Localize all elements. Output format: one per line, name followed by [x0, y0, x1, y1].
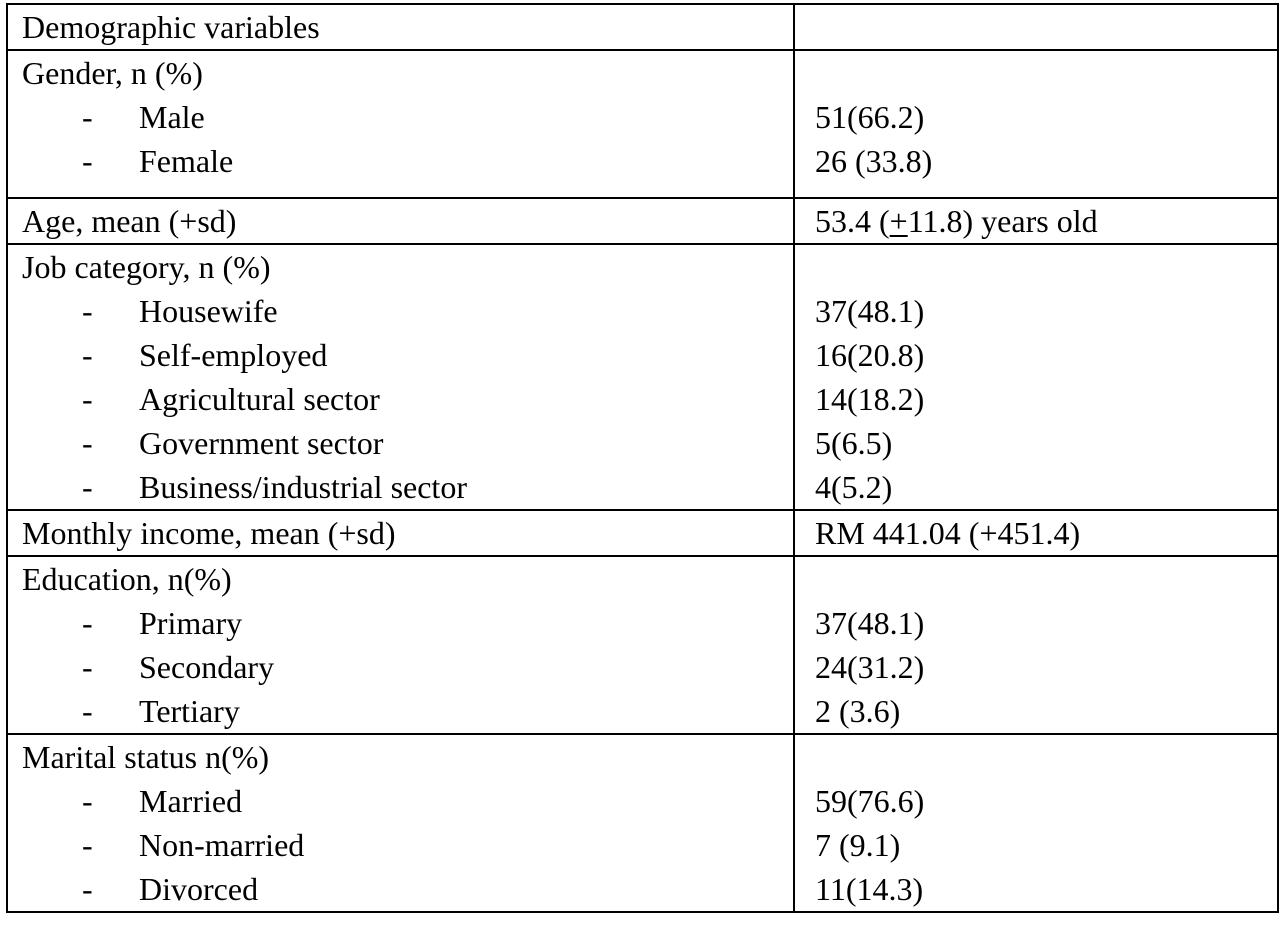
table-row-job: Job category, n (%) - Housewife - Self-e… [6, 243, 1279, 511]
education-item-label: Primary [139, 605, 243, 641]
table-row-marital: Marital status n(%) - Married - Non-marr… [6, 733, 1279, 913]
income-label: Monthly income, mean (+sd) [22, 515, 396, 551]
gender-label: Gender, n (%) [22, 55, 203, 91]
job-label: Job category, n (%) [22, 249, 271, 285]
job-value: 5(6.5) [815, 425, 893, 461]
table-row-education: Education, n(%) - Primary - Secondary - … [6, 555, 1279, 735]
age-value-prefix: 53.4 ( [815, 203, 890, 239]
table-row-header: Demographic variables [6, 3, 1279, 51]
header-value [815, 5, 1277, 49]
job-item-label: Self-employed [139, 337, 328, 373]
gender-item-female: - Female [22, 139, 793, 183]
education-value-cell: 37(48.1) 24(31.2) 2 (3.6) [793, 555, 1279, 735]
table-row-income: Monthly income, mean (+sd) RM 441.04 (+4… [6, 509, 1279, 557]
marital-label: Marital status n(%) [22, 739, 270, 775]
education-item-label: Secondary [139, 649, 275, 685]
job-label-cell: Job category, n (%) - Housewife - Self-e… [6, 243, 795, 511]
marital-value-cell: 59(76.6) 7 (9.1) 11(14.3) [793, 733, 1279, 913]
header-label: Demographic variables [22, 9, 320, 45]
table-row-gender: Gender, n (%) - Male - Female 51(66.2) 2… [6, 49, 1279, 199]
demographics-table: Demographic variables Gender, n (%) - Ma… [6, 3, 1279, 913]
job-item-label: Business/industrial sector [139, 469, 467, 505]
plus-minus-symbol: + [889, 203, 908, 239]
bullet-dash: - [82, 425, 93, 461]
job-item: - Business/industrial sector [22, 465, 793, 509]
bullet-dash: - [82, 693, 93, 729]
education-value: 37(48.1) [815, 605, 925, 641]
education-item-label: Tertiary [139, 693, 240, 729]
header-label-cell: Demographic variables [6, 3, 795, 51]
bullet-dash: - [82, 337, 93, 373]
job-item: - Agricultural sector [22, 377, 793, 421]
education-label-cell: Education, n(%) - Primary - Secondary - … [6, 555, 795, 735]
age-label-cell: Age, mean (+sd) [6, 197, 795, 245]
marital-item-label: Married [139, 783, 243, 819]
gender-value: 26 (33.8) [815, 143, 933, 179]
bullet-dash: - [82, 783, 93, 819]
education-item: - Secondary [22, 645, 793, 689]
job-value: 16(20.8) [815, 337, 925, 373]
bullet-dash: - [82, 649, 93, 685]
job-item: - Housewife [22, 289, 793, 333]
job-item-label: Agricultural sector [139, 381, 380, 417]
job-value: 4(5.2) [815, 469, 893, 505]
age-value: 53.4 (+11.8) years old [815, 199, 1277, 243]
table-row-age: Age, mean (+sd) 53.4 (+11.8) years old [6, 197, 1279, 245]
job-item-label: Government sector [139, 425, 384, 461]
job-value-cell: 37(48.1) 16(20.8) 14(18.2) 5(6.5) 4(5.2) [793, 243, 1279, 511]
education-value: 24(31.2) [815, 649, 925, 685]
income-value: RM 441.04 (+451.4) [815, 515, 1081, 551]
marital-value: 7 (9.1) [815, 827, 901, 863]
bullet-dash: - [82, 605, 93, 641]
header-value-cell [793, 3, 1279, 51]
bullet-dash: - [82, 143, 93, 179]
marital-value: 59(76.6) [815, 783, 925, 819]
gender-value-cell: 51(66.2) 26 (33.8) [793, 49, 1279, 199]
bullet-dash: - [82, 381, 93, 417]
marital-item-label: Non-married [139, 827, 305, 863]
age-value-cell: 53.4 (+11.8) years old [793, 197, 1279, 245]
marital-label-cell: Marital status n(%) - Married - Non-marr… [6, 733, 795, 913]
education-item: - Tertiary [22, 689, 793, 733]
job-item-label: Housewife [139, 293, 278, 329]
marital-item: - Non-married [22, 823, 793, 867]
marital-item-label: Divorced [139, 871, 259, 907]
bullet-dash: - [82, 827, 93, 863]
education-label: Education, n(%) [22, 561, 232, 597]
job-item: - Government sector [22, 421, 793, 465]
bullet-dash: - [82, 871, 93, 907]
education-item: - Primary [22, 601, 793, 645]
education-value: 2 (3.6) [815, 693, 901, 729]
age-value-suffix: 11.8) years old [907, 203, 1098, 239]
marital-item: - Married [22, 779, 793, 823]
bullet-dash: - [82, 99, 93, 135]
age-label: Age, mean (+sd) [22, 203, 237, 239]
gender-value: 51(66.2) [815, 99, 925, 135]
job-item: - Self-employed [22, 333, 793, 377]
gender-label-cell: Gender, n (%) - Male - Female [6, 49, 795, 199]
bullet-dash: - [82, 293, 93, 329]
job-value: 37(48.1) [815, 293, 925, 329]
income-value-cell: RM 441.04 (+451.4) [793, 509, 1279, 557]
job-value: 14(18.2) [815, 381, 925, 417]
gender-item-label: Male [139, 99, 205, 135]
bullet-dash: - [82, 469, 93, 505]
income-label-cell: Monthly income, mean (+sd) [6, 509, 795, 557]
marital-item: - Divorced [22, 867, 793, 911]
marital-value: 11(14.3) [815, 871, 924, 907]
gender-item-male: - Male [22, 95, 793, 139]
gender-item-label: Female [139, 143, 234, 179]
